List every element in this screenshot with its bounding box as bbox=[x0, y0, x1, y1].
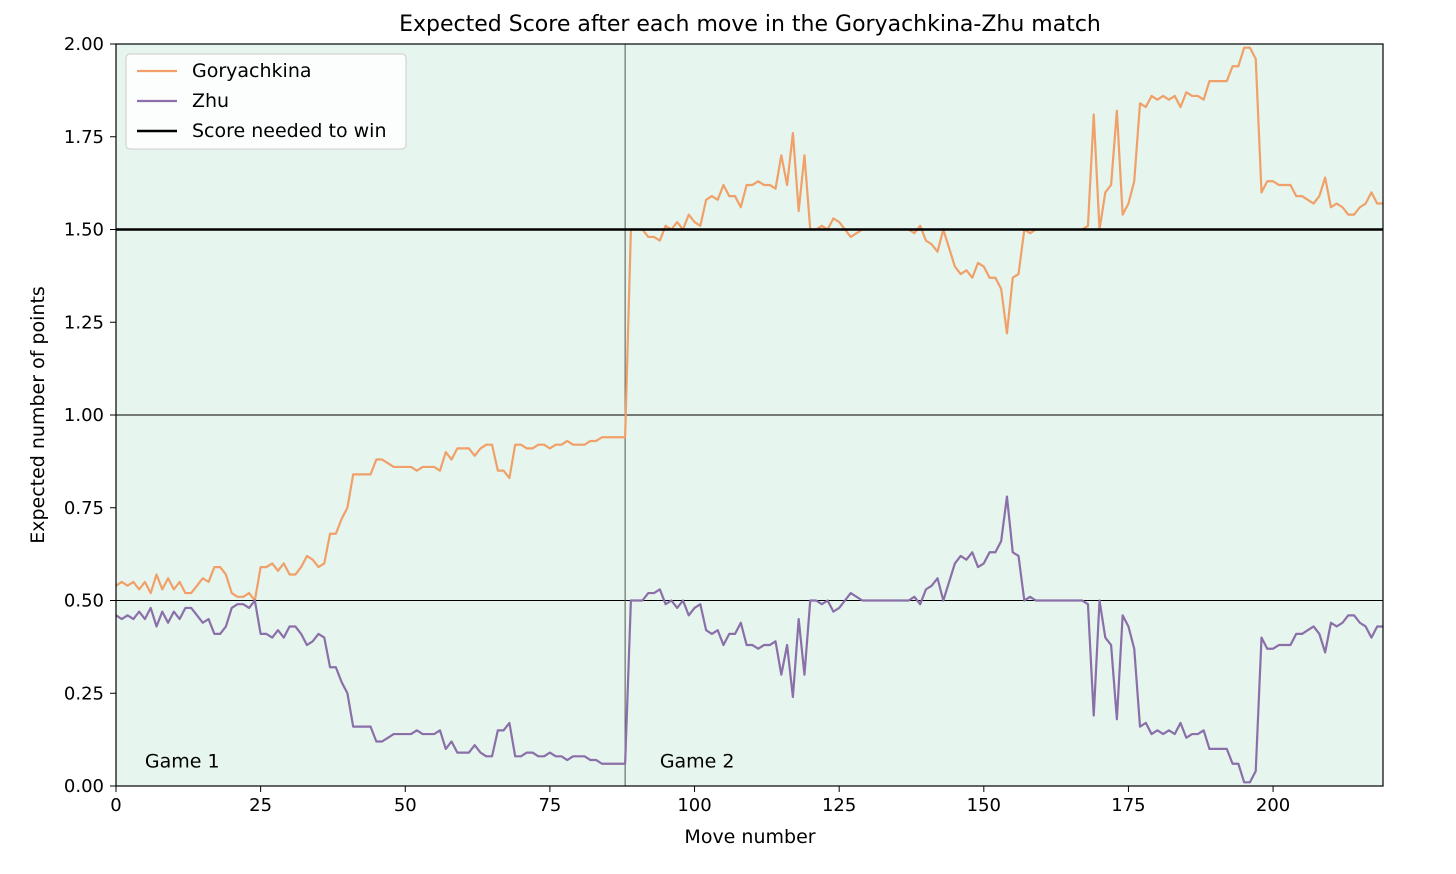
grid-lines bbox=[116, 414, 1383, 601]
annotation-game-2: Game 2 bbox=[660, 750, 735, 772]
x-tick-label: 0 bbox=[110, 795, 121, 816]
series-layer bbox=[115, 46, 1383, 784]
x-tick-label: 200 bbox=[1256, 795, 1290, 816]
legend-box bbox=[125, 53, 407, 150]
x-tick-label: 50 bbox=[394, 795, 417, 816]
chart-title: Expected Score after each move in the Go… bbox=[399, 12, 1101, 37]
x-tick-label: 150 bbox=[967, 795, 1001, 816]
series-line-zhu bbox=[115, 495, 1383, 784]
x-tick-label: 25 bbox=[249, 795, 272, 816]
y-tick-label: 1.25 bbox=[64, 312, 104, 333]
y-tick-label: 0.50 bbox=[64, 591, 104, 612]
y-tick-label: 0.75 bbox=[64, 498, 104, 519]
x-tick-label: 125 bbox=[822, 795, 856, 816]
x-axis: 0 25 50 75 100 125 150 175 200 bbox=[110, 786, 1290, 816]
y-tick-label: 2.00 bbox=[64, 34, 104, 55]
legend-label: Score needed to win bbox=[192, 120, 387, 142]
legend-label: Goryachkina bbox=[192, 60, 312, 82]
y-axis: 0.00 0.25 0.50 0.75 1.00 1.25 1.50 1.75 2.00 bbox=[64, 34, 116, 797]
y-tick-label: 1.00 bbox=[64, 405, 104, 426]
y-axis-label: Expected number of points bbox=[27, 286, 49, 544]
y-tick-label: 1.50 bbox=[64, 220, 104, 241]
legend-label: Zhu bbox=[192, 90, 229, 112]
annotation-game-1: Game 1 bbox=[145, 750, 220, 772]
x-axis-label: Move number bbox=[684, 826, 815, 848]
legend: Goryachkina Zhu Score needed to win bbox=[125, 53, 407, 150]
x-tick-label: 175 bbox=[1111, 795, 1145, 816]
y-tick-label: 1.75 bbox=[64, 127, 104, 148]
x-tick-label: 100 bbox=[677, 795, 711, 816]
x-tick-label: 75 bbox=[538, 795, 561, 816]
y-tick-label: 0.00 bbox=[64, 776, 104, 797]
y-tick-label: 0.25 bbox=[64, 683, 104, 704]
series-line-goryachkina bbox=[115, 46, 1383, 602]
